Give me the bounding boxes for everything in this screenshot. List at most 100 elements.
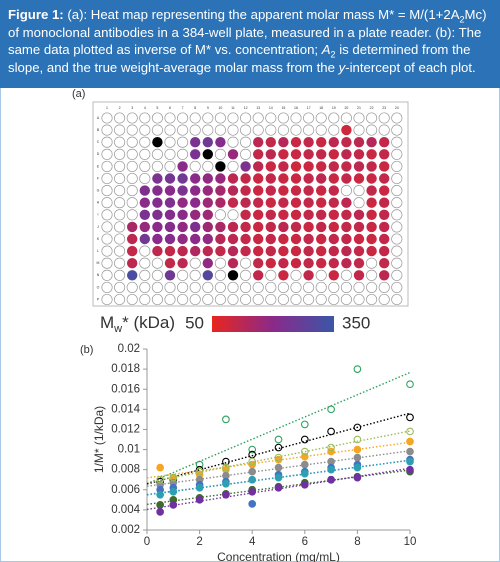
- empty-well: [177, 124, 189, 136]
- empty-well: [391, 269, 403, 281]
- empty-well: [353, 281, 365, 293]
- well: [164, 173, 176, 184]
- empty-well: [214, 148, 226, 160]
- empty-well: [101, 281, 113, 293]
- well: [139, 209, 150, 220]
- well: [353, 270, 365, 281]
- empty-well: [177, 269, 189, 281]
- well: [190, 185, 201, 196]
- well: [379, 149, 390, 160]
- empty-well: [164, 148, 176, 160]
- well: [164, 245, 176, 257]
- empty-well: [340, 281, 352, 293]
- x-tick-label: 6: [302, 536, 308, 548]
- empty-well: [151, 112, 163, 124]
- empty-well: [164, 112, 176, 124]
- point: [156, 490, 164, 499]
- empty-well: [189, 281, 201, 293]
- x-tick-label: 4: [249, 536, 256, 548]
- well: [202, 137, 213, 148]
- well: [341, 173, 352, 184]
- well: [328, 270, 339, 281]
- well: [353, 258, 365, 269]
- well: [202, 270, 213, 281]
- empty-well: [101, 221, 113, 233]
- well: [303, 137, 314, 148]
- empty-well: [378, 281, 390, 293]
- empty-well: [139, 136, 151, 148]
- well: [353, 137, 365, 148]
- col-label: 7: [182, 106, 184, 110]
- well: [341, 149, 352, 160]
- panel-label: (a): [72, 88, 85, 100]
- empty-well: [139, 293, 151, 306]
- well: [265, 245, 276, 257]
- empty-well: [101, 172, 113, 185]
- point: [327, 475, 335, 484]
- empty-well: [151, 124, 163, 136]
- empty-well: [126, 172, 138, 185]
- well: [227, 245, 239, 257]
- empty-well: [202, 293, 214, 306]
- well: [379, 173, 390, 184]
- empty-well: [164, 124, 176, 136]
- point: [353, 423, 362, 432]
- x-tick-label: 8: [354, 536, 360, 548]
- point: [274, 463, 283, 472]
- well: [202, 149, 213, 160]
- empty-well: [214, 293, 226, 306]
- trend-line: [146, 441, 411, 479]
- empty-well: [391, 124, 403, 136]
- point: [274, 473, 283, 482]
- well: [265, 209, 276, 220]
- empty-well: [391, 233, 403, 245]
- trend-line: [146, 430, 411, 484]
- empty-well: [328, 112, 340, 124]
- y-tick-label: 0.004: [111, 504, 140, 516]
- empty-well: [101, 233, 113, 245]
- empty-well: [391, 172, 403, 185]
- well: [177, 173, 188, 184]
- point: [248, 475, 257, 484]
- point: [406, 380, 414, 389]
- well: [152, 197, 163, 208]
- well: [316, 161, 327, 172]
- empty-well: [139, 257, 151, 269]
- empty-well: [202, 112, 214, 124]
- well: [253, 185, 264, 196]
- well: [164, 197, 176, 208]
- empty-well: [315, 269, 327, 281]
- empty-well: [151, 160, 163, 172]
- point: [248, 487, 257, 496]
- empty-well: [227, 281, 239, 293]
- col-label: 3: [131, 106, 133, 110]
- empty-well: [214, 124, 226, 136]
- well: [353, 221, 365, 233]
- row-label: E: [97, 164, 100, 168]
- well: [202, 233, 213, 245]
- well: [265, 173, 276, 184]
- well: [202, 197, 213, 208]
- well: [240, 197, 251, 208]
- empty-well: [126, 281, 138, 293]
- well: [177, 161, 188, 172]
- well: [341, 137, 352, 148]
- well: [152, 233, 163, 245]
- empty-well: [353, 197, 365, 209]
- well: [265, 197, 276, 208]
- point: [353, 365, 362, 373]
- y-tick-label: 0.02: [118, 343, 140, 355]
- well: [366, 197, 377, 208]
- empty-well: [240, 148, 252, 160]
- empty-well: [139, 148, 151, 160]
- well: [290, 137, 302, 148]
- well: [253, 161, 264, 172]
- well: [303, 161, 314, 172]
- well: [290, 161, 302, 172]
- row-label: I: [98, 213, 99, 217]
- col-label: 6: [169, 106, 171, 110]
- well: [215, 173, 226, 184]
- row-label: P: [97, 297, 100, 301]
- well: [240, 185, 251, 196]
- point: [274, 435, 283, 444]
